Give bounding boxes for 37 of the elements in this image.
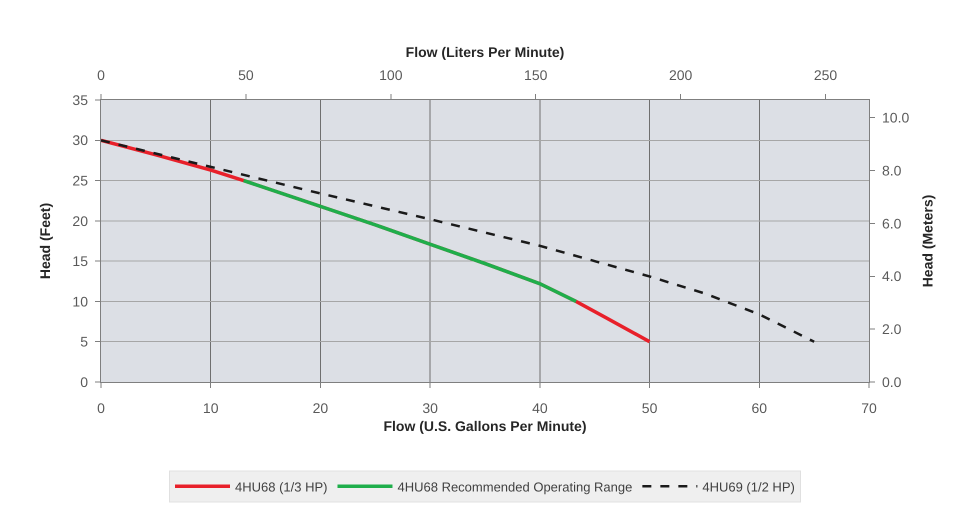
x-tick-label: 30	[422, 400, 438, 416]
x2-tick-label: 100	[379, 67, 403, 84]
legend-label: 4HU69 (1/2 HP)	[702, 479, 795, 494]
y2-tick-label: 6.0	[882, 215, 902, 232]
y-tick-label: 20	[72, 212, 88, 229]
x-tick-label: 40	[532, 400, 548, 416]
y-tick-label: 5	[80, 334, 88, 350]
x-tick-label: 10	[202, 400, 219, 416]
x-tick-label: 70	[861, 400, 877, 416]
x-tick-label: 0	[97, 400, 106, 416]
y-tick-label: 30	[72, 132, 88, 148]
x2-tick-label: 0	[97, 67, 106, 84]
y2-tick-label: 10.0	[882, 110, 910, 126]
line-series	[101, 139, 816, 343]
x2-tick-label: 50	[238, 67, 254, 84]
y2-tick-label: 8.0	[882, 162, 902, 178]
y-tick-label: 0	[80, 374, 88, 390]
x2-tick-label: 200	[668, 67, 693, 84]
y-tick-label: 35	[72, 92, 88, 108]
y2-axis-title: Head (Meters)	[920, 194, 936, 288]
y-tick-label: 15	[72, 253, 88, 270]
legend-label: 4HU68 Recommended Operating Range	[397, 479, 632, 494]
y2-tick-label: 2.0	[882, 321, 902, 338]
y-axis-title: Head (Feet)	[37, 202, 54, 280]
y2-tick-label: 4.0	[882, 268, 902, 284]
line-series	[242, 178, 578, 304]
y-tick-label: 25	[72, 172, 88, 188]
y2-tick-label: 0.0	[882, 374, 902, 390]
x-axis-title: Flow (U.S. Gallons Per Minute)	[383, 418, 587, 434]
x2-axis-title: Flow (Liters Per Minute)	[406, 44, 564, 60]
x2-tick-label: 150	[524, 67, 548, 84]
x-tick-label: 50	[642, 400, 658, 416]
x-tick-label: 20	[312, 400, 328, 416]
y-tick-label: 10	[72, 293, 88, 310]
legend-label: 4HU68 (1/3 HP)	[235, 479, 328, 494]
x-tick-label: 60	[752, 400, 768, 416]
x2-tick-label: 250	[814, 67, 838, 84]
